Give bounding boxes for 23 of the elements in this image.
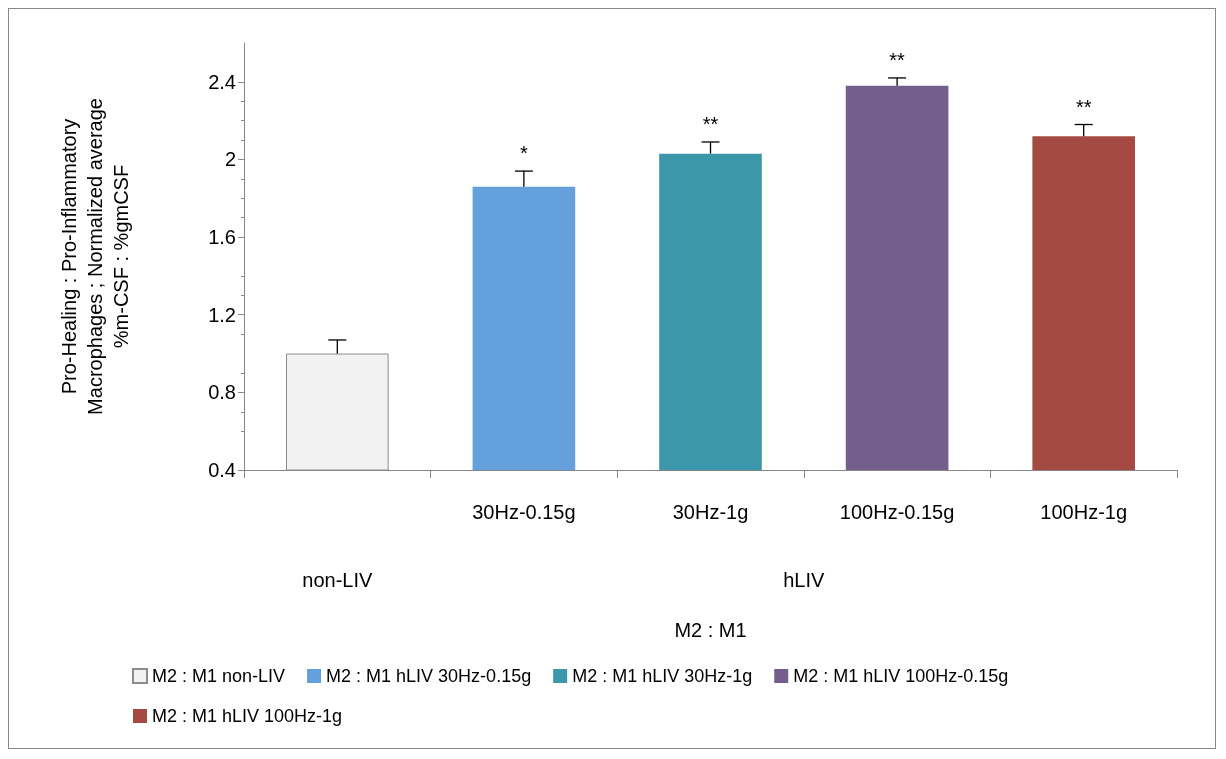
y-axis-title: Pro-Healing : Pro-Inflammatory Macrophages ; Normalized average %m-CSF : %gmCSF — [58, 98, 132, 415]
data-label: ** — [1075, 95, 1092, 118]
x-tick-label: 30Hz-1g — [672, 501, 749, 523]
x-axis-title: M2 : M1 — [674, 619, 747, 641]
legend-label: M2 : M1 hLIV 30Hz-1g — [572, 666, 753, 686]
y-tick-label: 1.6 — [208, 226, 236, 249]
x-tick-label: 30Hz-0.15g — [472, 501, 576, 523]
data-label: ** — [702, 112, 719, 135]
legend-label: M2 : M1 hLIV 100Hz-0.15g — [793, 666, 1009, 686]
y-tick-label: 2.4 — [208, 70, 236, 93]
y-tick-label: 0.4 — [208, 459, 236, 481]
y-tick-label: 2 — [224, 148, 236, 171]
text: hLIV — [783, 569, 826, 591]
data-label: * — [520, 142, 528, 165]
x-tick-label: 100Hz-0.15g — [839, 501, 955, 523]
y-tick-label: 1.2 — [208, 303, 236, 326]
legend-label: M2 : M1 non-LIV — [152, 666, 286, 686]
legend-label: M2 : M1 hLIV 100Hz-1g — [152, 706, 343, 726]
x-tick-label: 100Hz-1g — [1040, 501, 1128, 523]
y-tick-label: 0.8 — [208, 381, 236, 404]
legend-label: M2 : M1 hLIV 30Hz-0.15g — [326, 666, 532, 686]
text: non-LIV — [302, 569, 373, 591]
data-label: ** — [889, 48, 906, 71]
